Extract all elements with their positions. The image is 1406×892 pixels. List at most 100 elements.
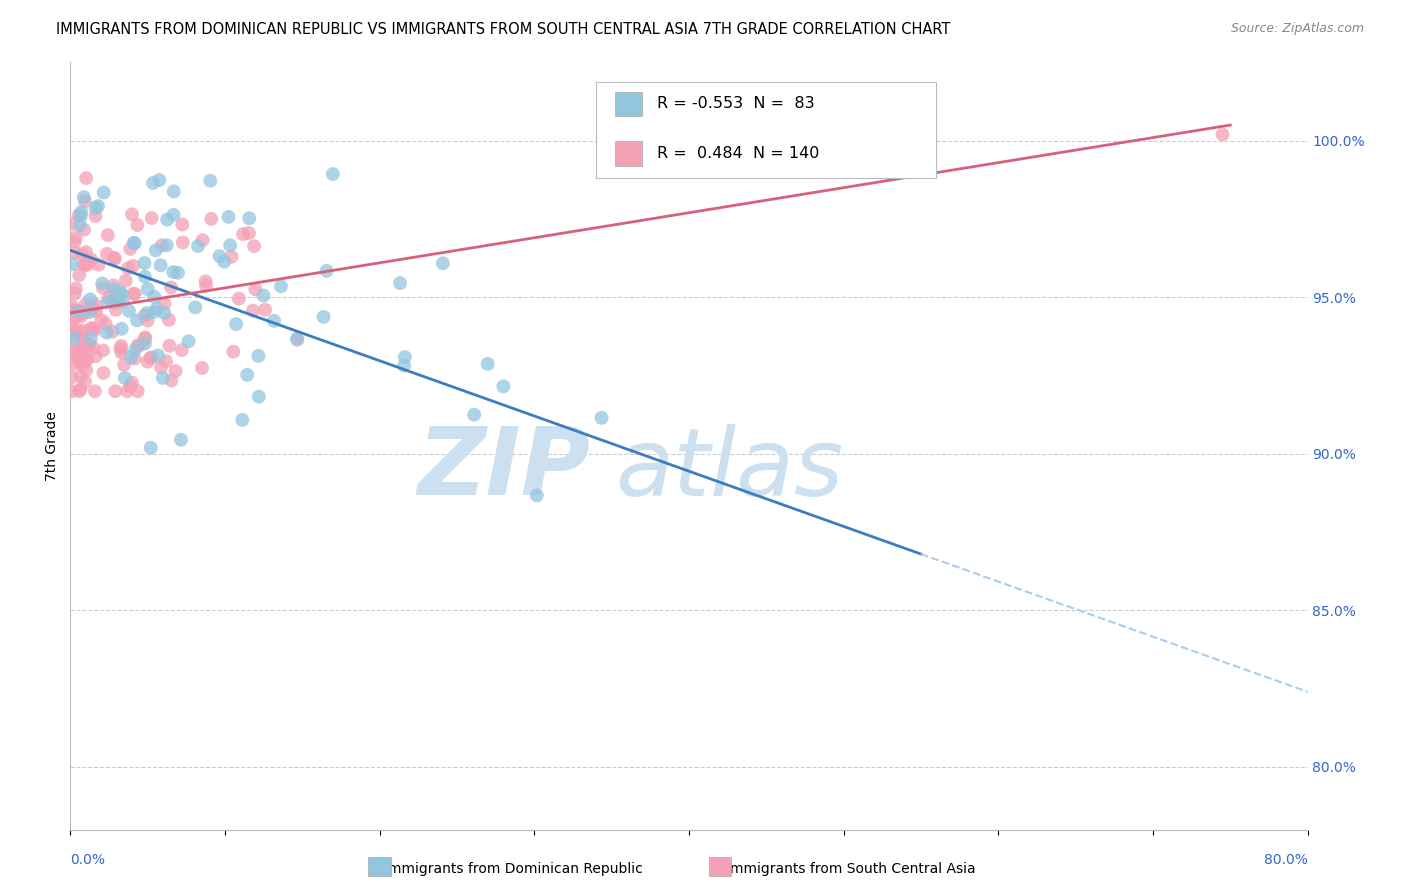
Point <box>67 384 90 399</box>
Point <box>108 291 131 305</box>
Point <box>125 313 148 327</box>
Point <box>432 256 454 270</box>
Point <box>110 345 132 359</box>
Point <box>270 279 292 293</box>
Point <box>80 321 103 335</box>
Point <box>285 332 308 346</box>
Point <box>111 286 134 301</box>
Point <box>134 330 156 344</box>
Point <box>101 295 124 310</box>
Point <box>83 323 105 337</box>
Point <box>139 351 162 365</box>
Point <box>200 174 222 188</box>
Text: Immigrants from Dominican Republic: Immigrants from Dominican Republic <box>384 862 643 876</box>
Point <box>148 173 170 187</box>
Point <box>124 343 146 357</box>
Point <box>67 268 90 282</box>
Point <box>103 282 125 296</box>
Point <box>136 282 159 296</box>
Point <box>392 359 415 373</box>
Point <box>162 265 184 279</box>
Point <box>194 274 217 288</box>
Point <box>75 171 97 186</box>
Point <box>63 235 86 249</box>
Point <box>156 238 179 252</box>
Point <box>108 285 131 299</box>
Point <box>75 297 97 311</box>
Point <box>150 360 173 375</box>
Point <box>394 350 416 364</box>
Text: 80.0%: 80.0% <box>1264 853 1308 866</box>
Point <box>72 359 94 373</box>
Point <box>191 361 214 376</box>
Point <box>160 374 183 388</box>
Point <box>219 238 242 252</box>
Point <box>97 290 120 304</box>
Point <box>84 209 107 223</box>
Point <box>222 344 245 359</box>
Point <box>70 247 93 261</box>
Point <box>77 302 100 317</box>
Point <box>69 382 91 396</box>
Point <box>322 167 344 181</box>
Point <box>75 339 97 353</box>
Point <box>60 217 83 231</box>
Point <box>97 295 120 310</box>
Point <box>70 331 93 345</box>
Point <box>76 351 98 366</box>
Point <box>63 357 86 371</box>
Point <box>315 264 337 278</box>
Point <box>67 354 90 368</box>
Point <box>91 343 114 358</box>
Point <box>238 226 260 240</box>
Point <box>146 348 169 362</box>
Point <box>104 290 127 304</box>
Point <box>73 190 96 204</box>
Point <box>172 218 194 232</box>
Point <box>195 278 218 293</box>
Point <box>120 351 142 365</box>
Point <box>60 257 83 271</box>
Point <box>66 304 89 318</box>
Point <box>73 259 96 273</box>
Point <box>83 384 105 399</box>
Point <box>60 299 83 313</box>
Point <box>591 410 613 425</box>
Point <box>79 305 101 319</box>
FancyBboxPatch shape <box>596 81 936 178</box>
Point <box>162 208 184 222</box>
Point <box>115 384 138 399</box>
Text: ZIP: ZIP <box>418 423 591 515</box>
Point <box>80 252 103 267</box>
Point <box>146 301 169 316</box>
Point <box>67 208 90 222</box>
Point <box>114 371 136 385</box>
Point <box>60 370 83 384</box>
Point <box>73 334 96 349</box>
Point <box>208 249 231 263</box>
Point <box>1212 128 1234 142</box>
Point <box>263 314 285 328</box>
Point <box>128 338 150 352</box>
Point <box>177 334 200 349</box>
Point <box>73 223 96 237</box>
Point <box>75 245 97 260</box>
Point <box>143 290 166 304</box>
Point <box>84 201 107 215</box>
Point <box>90 313 112 327</box>
Point <box>156 212 179 227</box>
Point <box>62 331 84 345</box>
Point <box>492 379 515 393</box>
Point <box>67 343 90 358</box>
Point <box>104 252 127 266</box>
Point <box>69 219 91 233</box>
Point <box>247 349 270 363</box>
Point <box>136 313 159 327</box>
Point <box>312 310 335 324</box>
Point <box>477 357 499 371</box>
Point <box>84 298 107 312</box>
Point <box>115 274 138 288</box>
Point <box>91 281 114 295</box>
Point <box>134 256 156 270</box>
Point <box>96 326 118 340</box>
